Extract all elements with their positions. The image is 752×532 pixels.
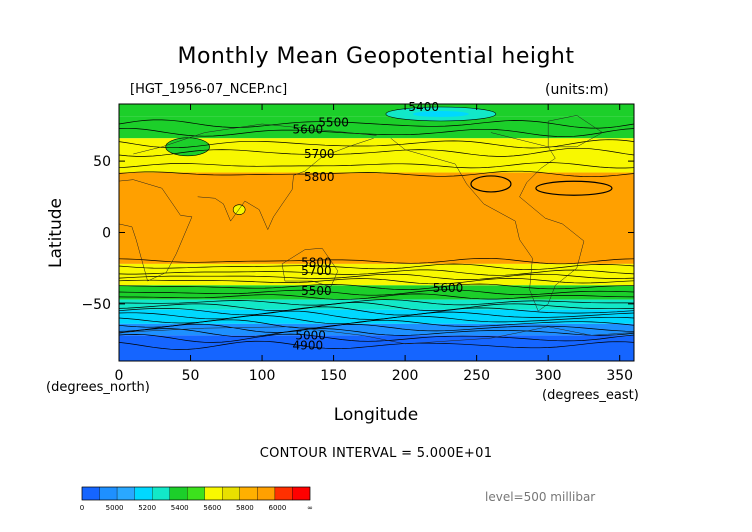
x-axis-label: Longitude: [333, 405, 419, 425]
contour-line: [118, 147, 635, 157]
units-label: (units:m): [545, 82, 609, 98]
x-tick-label: 100: [249, 368, 276, 384]
colorbar-swatch: [292, 486, 311, 501]
colorbar-swatch: [222, 486, 240, 501]
contour-line: [118, 333, 635, 343]
x-axis-unit-right: (degrees_east): [542, 388, 639, 403]
colorbar-swatch: [187, 486, 205, 501]
colorbar-swatch: [134, 486, 153, 501]
coastline: [547, 115, 604, 148]
colorbar-label: 0: [80, 504, 84, 512]
contour-label: 5800: [304, 170, 335, 184]
contour-line: [118, 257, 635, 265]
height-band: [119, 335, 634, 361]
contour-line: [118, 340, 635, 350]
contour-line: [118, 302, 635, 311]
colorbar-frame: [81, 486, 311, 501]
contour-label: 5000: [295, 328, 326, 342]
height-band: [119, 104, 634, 117]
contour-line: [118, 263, 635, 270]
height-band: [119, 323, 634, 336]
contour-label: 5500: [318, 116, 349, 130]
contour-line: [118, 306, 635, 316]
polar-low-core: [412, 110, 469, 117]
atlantic-high: [535, 180, 613, 196]
height-band: [119, 116, 634, 139]
contour-line: [118, 283, 634, 290]
colorbar-label: ∞: [307, 504, 313, 512]
contour-label: 5400: [408, 100, 439, 114]
contour-label: 5800: [301, 255, 332, 269]
x-tick-label: 200: [392, 368, 419, 384]
contour-line: [118, 323, 635, 333]
contour-label: 5600: [293, 123, 324, 137]
x-tick-label: 350: [606, 368, 633, 384]
level-label: level=500 millibar: [485, 490, 596, 504]
contour-line: [118, 170, 635, 178]
colorbar-swatch: [152, 486, 170, 501]
y-tick-label: −50: [81, 297, 111, 313]
x-tick-label: 150: [320, 368, 347, 384]
colorbar-swatch: [274, 486, 293, 501]
colorbar-swatch: [81, 486, 100, 501]
contour-line: [118, 269, 635, 276]
contour-label: 5600: [433, 281, 464, 295]
height-band: [119, 309, 634, 324]
coastline: [281, 247, 339, 288]
na-high: [470, 175, 512, 193]
contour-line: [118, 162, 635, 169]
x-tick-label: 50: [182, 368, 200, 384]
file-label: [HGT_1956-07_NCEP.nc]: [130, 82, 288, 97]
height-band: [119, 299, 634, 310]
x-tick-label: 250: [463, 368, 490, 384]
contour-line: [119, 299, 635, 306]
y-tick-label: 50: [93, 154, 111, 170]
contour-interval-label: CONTOUR INTERVAL = 5.000E+01: [259, 446, 493, 461]
contour-label: 5500: [301, 284, 332, 298]
colorbar-swatch: [116, 486, 135, 501]
height-band: [119, 285, 634, 300]
colorbar-label: 5400: [171, 504, 189, 512]
height-band: [119, 172, 634, 264]
colorbar-swatch: [239, 486, 258, 501]
colorbar-swatch: [169, 486, 188, 501]
contour-label: 5700: [304, 147, 335, 161]
coastline: [390, 132, 585, 312]
colorbar-label: 5800: [236, 504, 254, 512]
contour-line: [118, 293, 635, 300]
contour-label: 4900: [293, 338, 324, 352]
coastline: [118, 179, 193, 282]
y-tick-label: 0: [102, 226, 111, 242]
contour-label: 5700: [301, 264, 332, 278]
colorbar-swatch: [204, 486, 223, 501]
contour-line: [118, 273, 635, 280]
contour-line: [118, 289, 635, 296]
chart-title: Monthly Mean Geopotential height: [177, 44, 575, 69]
tibet-high: [232, 204, 246, 215]
contour-line: [118, 319, 635, 329]
coastline: [118, 326, 635, 345]
x-axis-unit-left: (degrees_north): [46, 380, 150, 395]
coastline: [197, 138, 374, 231]
colorbar-label: 5600: [203, 504, 221, 512]
colorbar-label: 5200: [138, 504, 156, 512]
contour-line: [118, 328, 635, 338]
contour-line: [118, 278, 635, 285]
x-tick-label: 300: [535, 368, 562, 384]
colorbar-swatch: [257, 486, 276, 501]
colorbar-swatch: [99, 486, 118, 501]
colorbar-label: 6000: [269, 504, 287, 512]
contour-line: [118, 310, 635, 320]
colorbar-label: 5000: [106, 504, 124, 512]
coastline: [133, 123, 377, 155]
x-tick-label: 0: [115, 368, 124, 384]
